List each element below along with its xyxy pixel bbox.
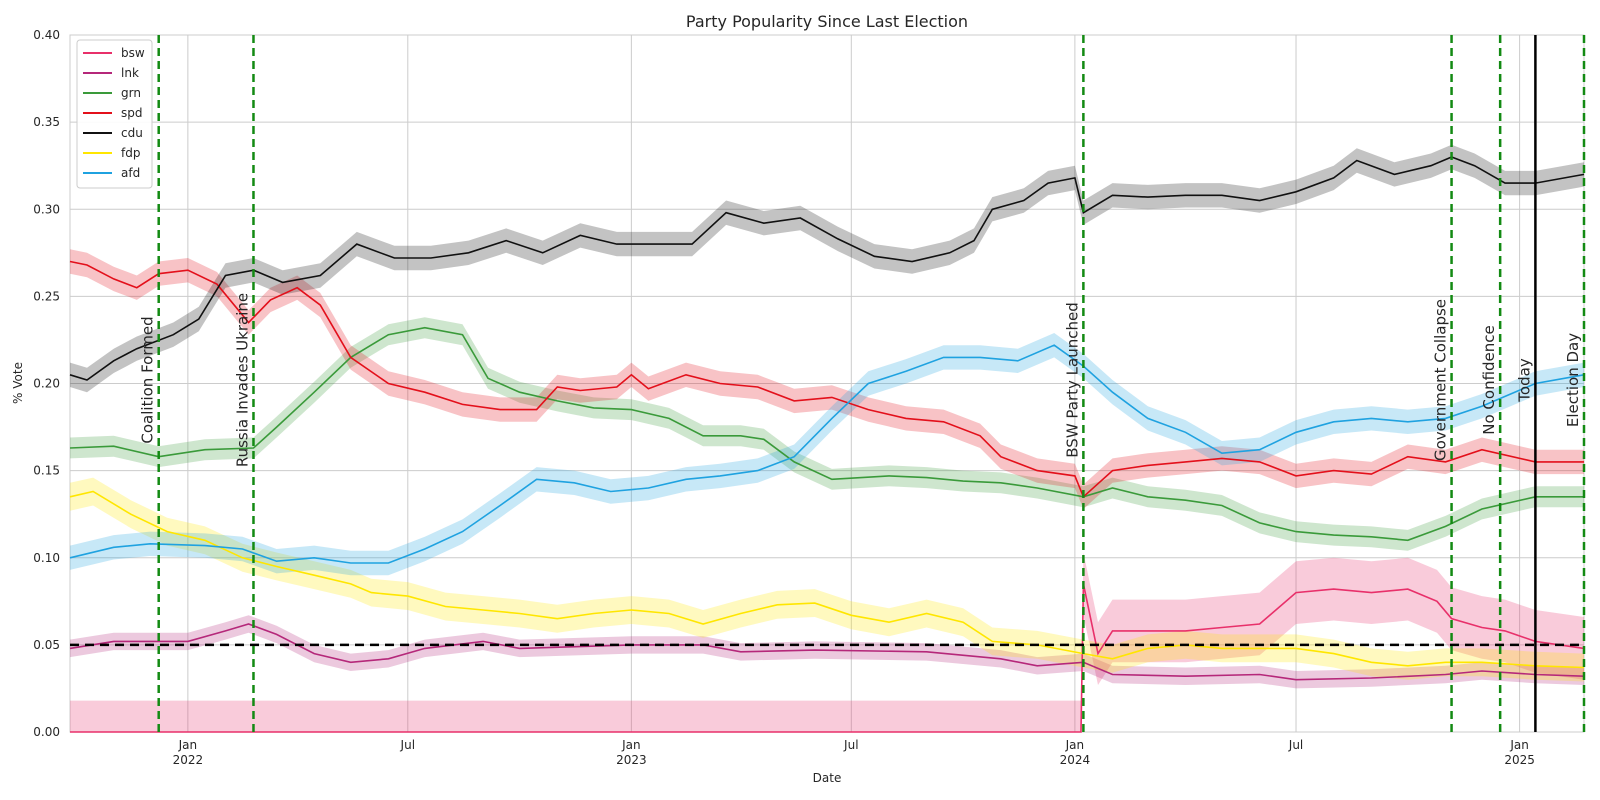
y-tick-label: 0.35 bbox=[33, 115, 60, 129]
x-tick-label: Jan bbox=[178, 738, 198, 752]
event-label: BSW Party Launched bbox=[1063, 302, 1081, 457]
legend: bsw lnk grn spd cdu fdp afd bbox=[76, 39, 153, 189]
series-line-afd bbox=[69, 344, 1585, 564]
x-tick-label: Jul bbox=[843, 738, 858, 752]
series-line-fdp bbox=[69, 490, 1585, 669]
y-tick-label: 0.30 bbox=[33, 202, 60, 216]
y-tick-label: 0.40 bbox=[33, 28, 60, 42]
series-line-grn bbox=[69, 326, 1584, 542]
event-label: No Confidence bbox=[1480, 325, 1498, 435]
series-band-bsw bbox=[70, 552, 1584, 732]
y-tick-label: 0.00 bbox=[33, 725, 60, 739]
y-tick-label: 0.15 bbox=[33, 464, 60, 478]
x-tick-label: Jul bbox=[1288, 738, 1303, 752]
series-line-cdu bbox=[69, 156, 1585, 381]
y-tick-label: 0.20 bbox=[33, 377, 60, 391]
chart-title: Party Popularity Since Last Election bbox=[686, 12, 968, 31]
series-band-afd bbox=[70, 333, 1584, 576]
event-label: Election Day bbox=[1564, 333, 1582, 427]
series-band-spd bbox=[70, 249, 1584, 510]
x-tick-label: Jan bbox=[1509, 738, 1529, 752]
legend-label-cdu: cdu bbox=[121, 126, 143, 140]
grid-layer bbox=[70, 34, 1584, 733]
band-layer bbox=[70, 144, 1584, 732]
series-band-grn bbox=[70, 317, 1584, 551]
legend-label-afd: afd bbox=[121, 166, 140, 180]
series-band-fdp bbox=[70, 477, 1584, 682]
series-line-bsw bbox=[70, 583, 1585, 733]
x-tick-year-label: 2023 bbox=[616, 753, 647, 767]
tick-layer: 0.000.050.100.150.200.250.300.350.40Jan2… bbox=[33, 28, 1535, 767]
x-tick-label: Jan bbox=[1065, 738, 1085, 752]
legend-label-grn: grn bbox=[121, 86, 141, 100]
y-tick-label: 0.05 bbox=[33, 638, 60, 652]
x-tick-label: Jul bbox=[400, 738, 415, 752]
event-label: Coalition Formed bbox=[139, 316, 157, 443]
series-line-spd bbox=[69, 260, 1584, 499]
y-tick-label: 0.10 bbox=[33, 551, 60, 565]
event-label: Government Collapse bbox=[1432, 299, 1450, 461]
event-label: Russia Invades Ukraine bbox=[234, 293, 252, 467]
legend-label-lnk: lnk bbox=[121, 66, 139, 80]
x-axis-label: Date bbox=[813, 771, 842, 785]
legend-label-fdp: fdp bbox=[121, 146, 140, 160]
legend-label-spd: spd bbox=[121, 106, 143, 120]
x-tick-year-label: 2022 bbox=[173, 753, 204, 767]
series-band-cdu bbox=[70, 144, 1584, 393]
series-band-lnk bbox=[70, 615, 1584, 689]
x-tick-label: Jan bbox=[621, 738, 641, 752]
legend-label-bsw: bsw bbox=[121, 46, 145, 60]
today-label: Today bbox=[1515, 358, 1533, 403]
event-layer: Coalition Formed Russia Invades Ukraine BS… bbox=[70, 35, 1586, 732]
y-axis-label: % Vote bbox=[11, 362, 25, 404]
y-tick-label: 0.25 bbox=[33, 289, 60, 303]
legend-box bbox=[76, 39, 153, 189]
x-tick-year-label: 2025 bbox=[1504, 753, 1535, 767]
series-line-lnk bbox=[69, 623, 1585, 681]
line-layer bbox=[69, 156, 1585, 733]
x-tick-year-label: 2024 bbox=[1060, 753, 1091, 767]
